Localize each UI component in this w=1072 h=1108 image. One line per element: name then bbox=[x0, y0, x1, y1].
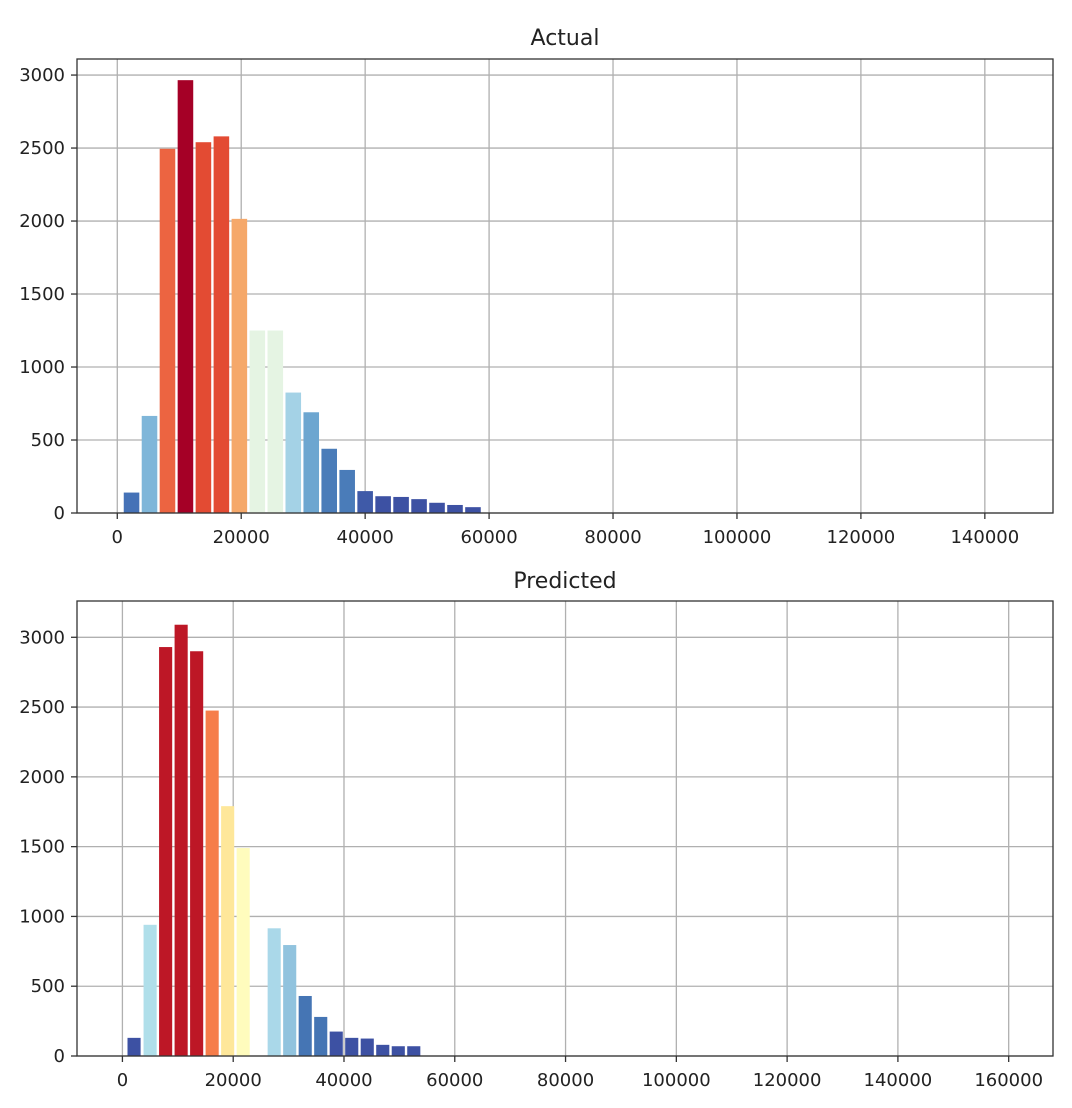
y-tick-label: 2500 bbox=[19, 138, 65, 159]
bar bbox=[205, 710, 219, 1056]
x-tick-label: 140000 bbox=[950, 527, 1019, 548]
x-tick-label: 0 bbox=[112, 527, 123, 548]
y-tick-label: 1000 bbox=[19, 357, 65, 378]
bar bbox=[159, 647, 173, 1056]
bar bbox=[141, 415, 158, 513]
bar bbox=[283, 945, 297, 1056]
x-tick-label: 20000 bbox=[205, 1070, 262, 1091]
bar bbox=[236, 848, 250, 1056]
x-tick-label: 40000 bbox=[337, 527, 394, 548]
bar bbox=[357, 491, 373, 513]
bar bbox=[360, 1038, 374, 1056]
x-tick-label: 60000 bbox=[426, 1070, 483, 1091]
chart-panel-1: 0 20000 40000 60000 80000 100000 120000 140000 0… bbox=[19, 26, 1054, 548]
bar bbox=[303, 412, 320, 513]
bar bbox=[321, 448, 337, 513]
x-tick-label: 160000 bbox=[974, 1070, 1043, 1091]
bar bbox=[174, 624, 188, 1056]
x-tick-label: 140000 bbox=[864, 1070, 933, 1091]
bar bbox=[249, 330, 266, 513]
bar bbox=[339, 469, 355, 513]
bar bbox=[391, 1046, 405, 1056]
bar bbox=[123, 492, 140, 513]
x-tick-label: 20000 bbox=[213, 527, 270, 548]
bar bbox=[393, 496, 409, 513]
bar bbox=[195, 142, 212, 514]
bar bbox=[376, 1044, 390, 1056]
bar bbox=[411, 499, 427, 513]
bar bbox=[213, 136, 230, 513]
bar bbox=[267, 330, 284, 513]
bar bbox=[298, 995, 312, 1056]
bar bbox=[375, 496, 391, 513]
x-tick-label: 100000 bbox=[642, 1070, 711, 1091]
x-tick-label: 120000 bbox=[753, 1070, 822, 1091]
bar bbox=[190, 651, 204, 1056]
y-tick-label: 2500 bbox=[19, 697, 65, 718]
bar bbox=[127, 1037, 141, 1056]
y-tick-label: 500 bbox=[31, 430, 65, 451]
y-tick-label: 3000 bbox=[19, 627, 65, 648]
x-tick-label: 0 bbox=[117, 1070, 128, 1091]
chart-panel-2: 0 20000 40000 60000 80000 100000 120000 140000 1… bbox=[19, 569, 1054, 1091]
bar bbox=[177, 80, 194, 513]
bar bbox=[314, 1016, 328, 1056]
bar bbox=[267, 928, 281, 1056]
bar bbox=[221, 806, 235, 1056]
bar bbox=[429, 502, 445, 513]
x-tick-label: 60000 bbox=[460, 527, 517, 548]
x-tick-label: 120000 bbox=[827, 527, 896, 548]
y-tick-label: 0 bbox=[54, 503, 65, 524]
bar bbox=[407, 1046, 421, 1056]
x-tick-label: 100000 bbox=[703, 527, 772, 548]
bar bbox=[231, 218, 248, 513]
y-tick-label: 500 bbox=[31, 976, 65, 997]
bar bbox=[329, 1031, 343, 1056]
x-tick-label: 40000 bbox=[315, 1070, 372, 1091]
bar bbox=[345, 1037, 359, 1056]
y-tick-label: 1500 bbox=[19, 837, 65, 858]
y-tick-label: 1000 bbox=[19, 906, 65, 927]
bar bbox=[143, 924, 157, 1056]
y-tick-label: 1500 bbox=[19, 284, 65, 305]
bar bbox=[465, 507, 481, 513]
y-tick-label: 2000 bbox=[19, 767, 65, 788]
bar bbox=[447, 504, 463, 513]
bar bbox=[159, 148, 176, 513]
x-tick-label: 80000 bbox=[537, 1070, 594, 1091]
bar bbox=[285, 392, 302, 513]
y-tick-label: 2000 bbox=[19, 211, 65, 232]
chart-title: Actual bbox=[531, 26, 600, 51]
y-tick-label: 3000 bbox=[19, 65, 65, 86]
x-tick-label: 80000 bbox=[584, 527, 641, 548]
plot-frame bbox=[76, 58, 1054, 514]
y-tick-label: 0 bbox=[54, 1046, 65, 1067]
chart-title: Predicted bbox=[513, 569, 616, 594]
